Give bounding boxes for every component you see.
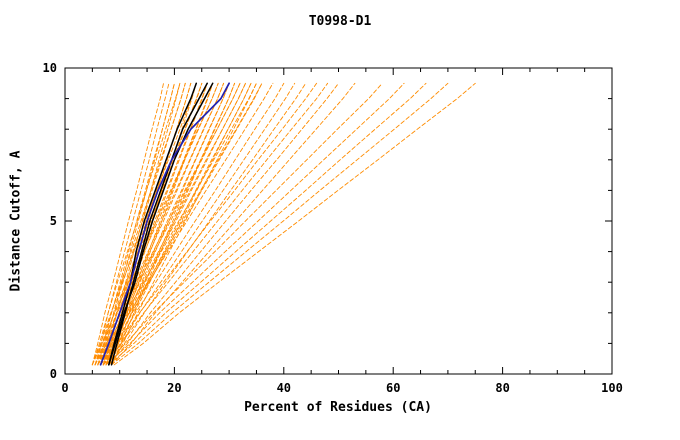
model-curves-orange [108, 82, 307, 366]
x-tick-label: 40 [277, 381, 291, 395]
model-curves-orange [94, 82, 186, 366]
x-tick-label: 60 [386, 381, 400, 395]
model-curves-orange [111, 82, 449, 366]
reference-curves-black [108, 82, 214, 366]
model-curves-orange [102, 82, 263, 366]
model-curves-orange [91, 82, 181, 366]
model-curves-orange [102, 82, 285, 366]
model-curves-orange [102, 82, 329, 366]
model-curves-orange [111, 82, 257, 366]
model-curves-orange [97, 82, 274, 366]
model-curves-orange [91, 82, 197, 366]
x-tick-label: 80 [495, 381, 509, 395]
model-curves-orange [108, 82, 427, 366]
highlight-curve-blue [99, 82, 230, 366]
chart-title: T0998-D1 [308, 14, 372, 29]
model-curves-orange [94, 82, 219, 366]
model-curves-orange [102, 82, 192, 366]
y-tick-label: 0 [50, 367, 57, 381]
model-curves-orange [94, 82, 170, 366]
model-curves-orange [100, 82, 263, 366]
model-curves-orange [100, 82, 175, 366]
y-tick-label: 5 [50, 214, 57, 228]
model-curves-orange [91, 82, 164, 366]
model-curves-orange [108, 82, 339, 366]
model-curves-orange [105, 82, 405, 366]
x-tick-label: 0 [61, 381, 68, 395]
x-tick-label: 100 [601, 381, 623, 395]
model-curves-orange [97, 82, 186, 366]
model-curves-orange [108, 82, 252, 366]
model-curves-orange [105, 82, 296, 366]
model-curves-orange [97, 82, 203, 366]
model-curves-orange [97, 82, 241, 366]
x-tick-label: 20 [167, 381, 181, 395]
model-curves-orange [105, 82, 214, 366]
reference-curves-black [108, 82, 198, 366]
model-curves-orange [113, 82, 476, 366]
model-curves-orange [102, 82, 181, 366]
y-tick-label: 10 [43, 61, 57, 75]
model-curves-orange [111, 82, 356, 366]
reference-curves-black [110, 82, 208, 366]
model-curves-orange [100, 82, 318, 366]
x-axis-label: Percent of Residues (CA) [244, 400, 432, 415]
model-curves-orange [102, 82, 383, 366]
